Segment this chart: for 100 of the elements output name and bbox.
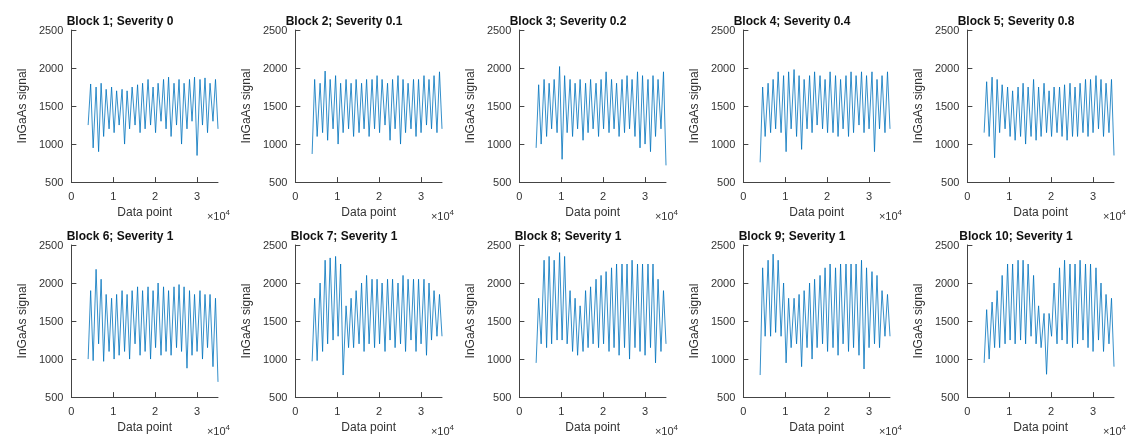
- y-axis-title: InGaAs signal: [15, 283, 29, 359]
- line-series: [983, 259, 1115, 375]
- y-tick-label: 500: [941, 391, 960, 404]
- x-tick-label: 0: [68, 189, 75, 202]
- y-axis-title: InGaAs signal: [687, 283, 701, 359]
- y-tick-label: 2000: [710, 277, 736, 290]
- y-tick-label: 2000: [38, 62, 64, 75]
- x-tick-label: 2: [824, 404, 831, 417]
- line-series: [87, 76, 219, 156]
- x-tick-label: 0: [964, 189, 971, 202]
- x-axis-title: Data point: [117, 420, 173, 434]
- x-axis-title: Data point: [789, 205, 845, 219]
- y-tick-label: 2000: [934, 277, 960, 290]
- x-axis-title: Data point: [1013, 420, 1069, 434]
- x-tick-label: 2: [376, 189, 383, 202]
- y-tick-label: 2500: [486, 24, 512, 36]
- y-tick-label: 2500: [38, 24, 64, 36]
- y-tick-label: 500: [269, 391, 288, 404]
- x-tick-label: 2: [152, 404, 159, 417]
- x-tick-label: 2: [152, 189, 159, 202]
- y-tick-label: 500: [493, 176, 512, 189]
- x-tick-label: 3: [865, 189, 873, 202]
- y-tick-label: 2500: [262, 239, 288, 251]
- y-tick-label: 2000: [38, 277, 64, 290]
- y-tick-label: 2000: [934, 62, 960, 75]
- x-tick-label: 0: [964, 404, 971, 417]
- y-tick-label: 1000: [262, 138, 288, 151]
- x-tick-label: 3: [193, 404, 201, 417]
- y-tick-label: 1000: [934, 353, 960, 366]
- y-axis-title: InGaAs signal: [911, 68, 925, 144]
- x-tick-label: 1: [334, 189, 341, 202]
- x-tick-label: 1: [334, 404, 341, 417]
- line-series: [87, 268, 219, 383]
- y-tick-label: 500: [269, 176, 288, 189]
- y-tick-label: 2500: [262, 24, 288, 36]
- x-tick-label: 2: [600, 404, 607, 417]
- y-tick-label: 1000: [486, 138, 512, 151]
- chart-title: Block 2; Severity 0.1: [285, 14, 403, 28]
- x-tick-label: 1: [558, 404, 565, 417]
- x-tick-label: 0: [68, 404, 75, 417]
- x-axis-title: Data point: [117, 205, 173, 219]
- x-tick-label: 0: [740, 189, 747, 202]
- x-tick-label: 2: [1048, 189, 1055, 202]
- chart-title: Block 7; Severity 1: [290, 229, 398, 243]
- x-axis-title: Data point: [1013, 205, 1069, 219]
- x-tick-label: 1: [782, 404, 789, 417]
- y-tick-label: 1500: [38, 315, 64, 328]
- y-tick-label: 2000: [262, 277, 288, 290]
- x-axis-title: Data point: [565, 205, 621, 219]
- y-axis-title: InGaAs signal: [15, 68, 29, 144]
- y-tick-label: 1500: [934, 315, 960, 328]
- x-tick-label: 1: [782, 189, 789, 202]
- chart-title: Block 6; Severity 1: [66, 229, 174, 243]
- x-axis-title: Data point: [565, 420, 621, 434]
- x-tick-label: 1: [1006, 189, 1013, 202]
- x-tick-label: 0: [516, 404, 523, 417]
- x-tick-label: 3: [641, 404, 649, 417]
- chart-title: Block 1; Severity 0: [66, 14, 174, 28]
- x-tick-label: 1: [1006, 404, 1013, 417]
- x-tick-label: 3: [417, 189, 425, 202]
- y-tick-label: 2000: [486, 277, 512, 290]
- y-tick-label: 1000: [486, 353, 512, 366]
- y-tick-label: 1000: [934, 138, 960, 151]
- y-tick-label: 1500: [710, 100, 736, 113]
- y-tick-label: 2500: [710, 24, 736, 36]
- x-axis-title: Data point: [341, 420, 397, 434]
- y-tick-label: 500: [493, 391, 512, 404]
- y-tick-label: 1500: [486, 315, 512, 328]
- y-axis-title: InGaAs signal: [687, 68, 701, 144]
- x-tick-label: 3: [417, 404, 425, 417]
- y-tick-label: 1500: [710, 315, 736, 328]
- y-tick-label: 1000: [38, 138, 64, 151]
- y-tick-label: 2500: [486, 239, 512, 251]
- x-tick-label: 0: [740, 404, 747, 417]
- chart-title: Block 3; Severity 0.2: [509, 14, 627, 28]
- y-tick-label: 1500: [38, 100, 64, 113]
- line-series: [759, 253, 891, 376]
- y-tick-label: 1500: [486, 100, 512, 113]
- x-tick-label: 2: [376, 404, 383, 417]
- line-series: [311, 256, 443, 376]
- y-tick-label: 1500: [262, 100, 288, 113]
- x-tick-label: 2: [824, 189, 831, 202]
- chart-title: Block 5; Severity 0.8: [957, 14, 1075, 28]
- y-tick-label: 1000: [710, 353, 736, 366]
- x-tick-label: 2: [1048, 404, 1055, 417]
- y-tick-label: 2000: [262, 62, 288, 75]
- y-tick-label: 500: [45, 176, 64, 189]
- line-series: [535, 252, 667, 364]
- y-tick-label: 500: [45, 391, 64, 404]
- y-tick-label: 2500: [934, 24, 960, 36]
- chart-title: Block 4; Severity 0.4: [733, 14, 851, 28]
- y-tick-label: 500: [717, 391, 736, 404]
- line-series: [983, 75, 1115, 159]
- x-tick-label: 3: [1089, 404, 1097, 417]
- chart-title: Block 8; Severity 1: [514, 229, 622, 243]
- x-tick-label: 3: [193, 189, 201, 202]
- x-tick-label: 3: [641, 189, 649, 202]
- x-tick-label: 2: [600, 189, 607, 202]
- y-axis-title: InGaAs signal: [239, 283, 253, 359]
- y-axis-title: InGaAs signal: [463, 68, 477, 144]
